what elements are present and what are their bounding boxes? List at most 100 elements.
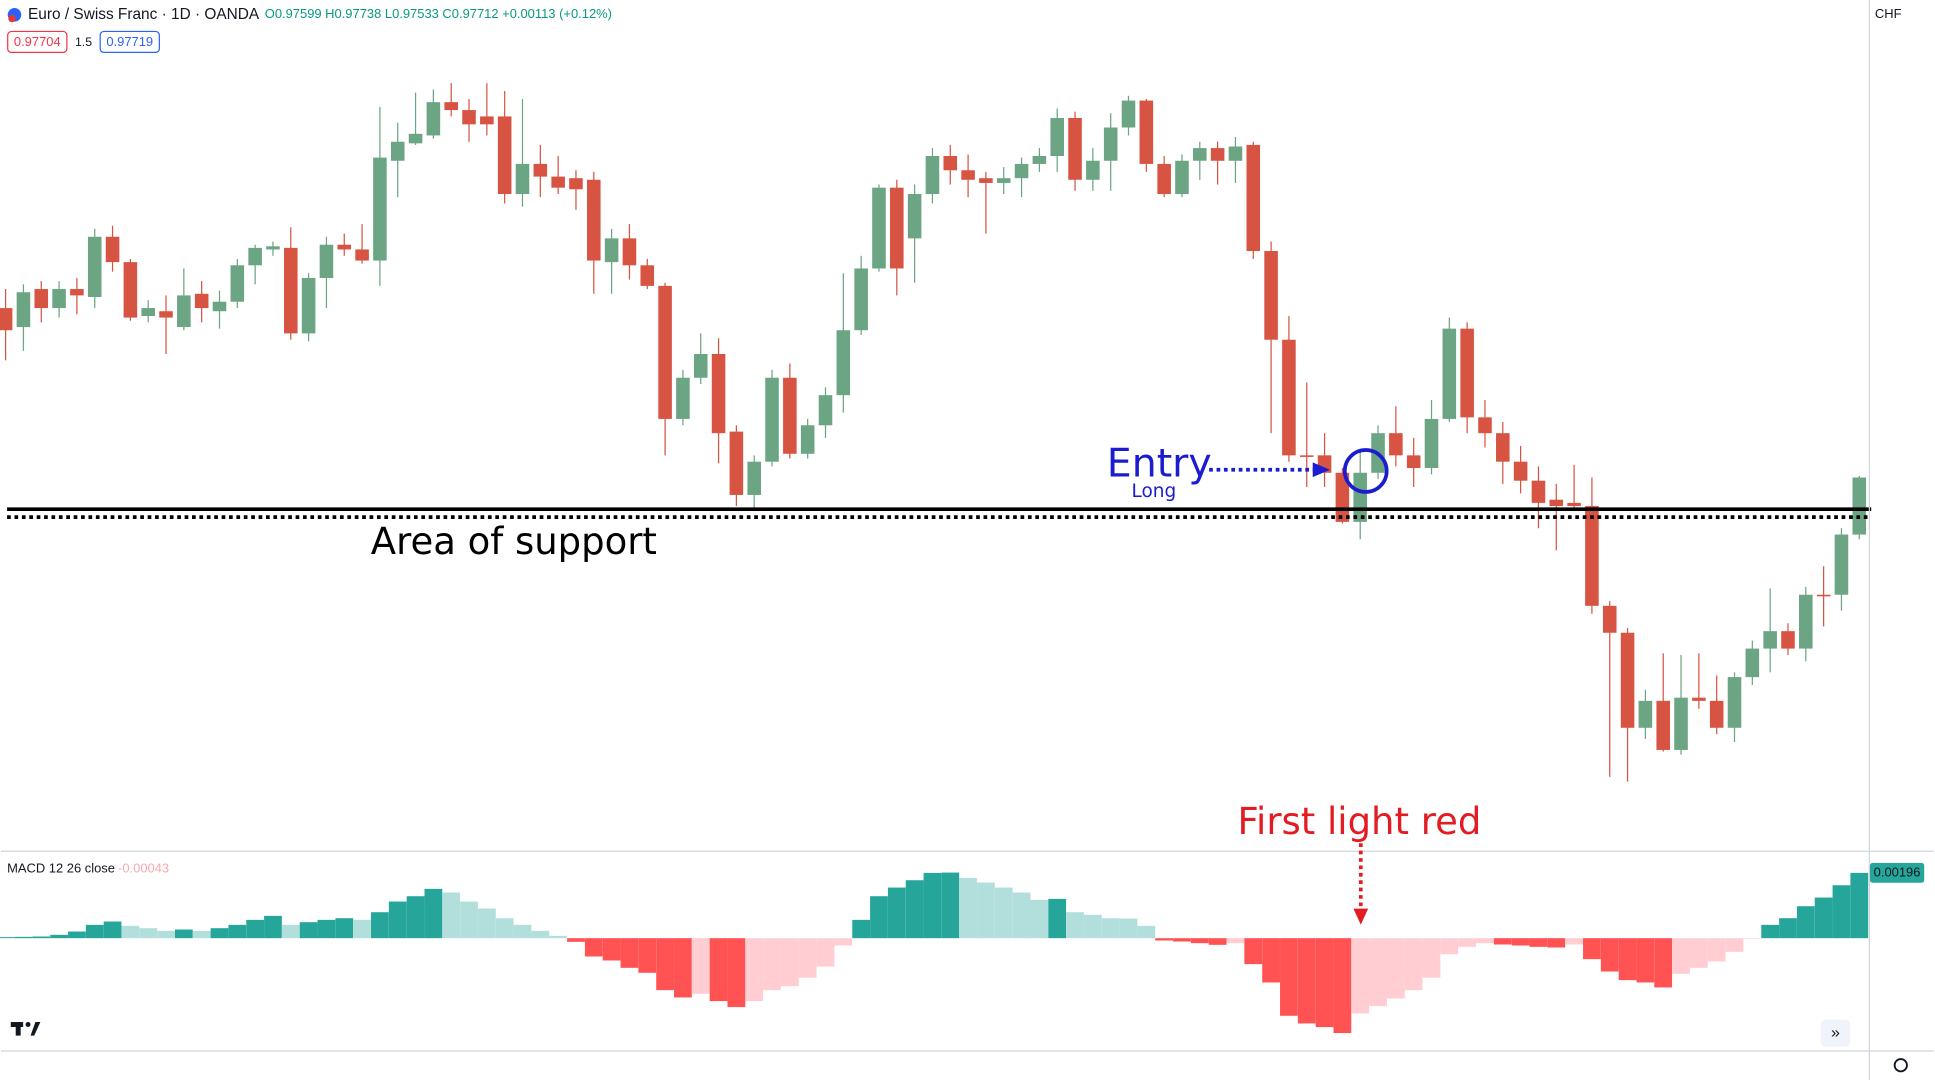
candle-body [177,295,191,328]
macd-bar [1404,938,1423,991]
first-light-red-arrow-head [1353,908,1369,925]
candle-body [1781,631,1795,649]
macd-bar [442,892,461,939]
support-label: Area of support [371,520,657,563]
candle-body [1068,117,1082,180]
candle-body [462,110,476,125]
candle-body [1353,472,1367,522]
candle-body [1193,148,1207,161]
macd-bar [887,887,906,939]
macd-bar [281,924,300,939]
candle-body [872,187,886,269]
candle-body [1620,632,1635,728]
macd-bar [1796,906,1815,939]
macd-bar [567,938,585,942]
macd-bar [68,931,86,939]
ohlc-legend: O0.97599 H0.97738 L0.97533 C0.97712 +0.0… [265,6,612,21]
macd-bar [371,912,389,939]
macd-bar [1351,938,1370,1014]
macd-bar [1297,938,1316,1024]
indicator-title: MACD 12 26 close [7,861,115,876]
candle-body [979,178,993,183]
macd-bar [1155,938,1174,941]
candle-body [1531,480,1546,503]
macd-bar [317,919,336,939]
settings-button[interactable] [1893,1058,1908,1073]
candle-body [854,268,868,331]
candle-body [907,194,922,239]
macd-bar [602,938,621,961]
candle-body [800,425,815,454]
symbol-icon-flag [8,14,16,23]
candle-body [1424,418,1439,469]
entry-label: Entry [1107,441,1212,487]
candle-body [337,244,352,250]
candle-body [266,246,280,250]
macd-bar [424,888,443,939]
candle-body [604,238,619,263]
tv-logo [10,1022,41,1036]
candle-body [1121,100,1136,128]
candle-body [533,163,548,177]
macd-bar [977,882,995,939]
macd-bar [1315,938,1334,1028]
macd-bar [549,935,568,939]
macd-bar [192,930,211,939]
candle-body [622,238,637,266]
candle-body [301,277,316,334]
scroll-to-latest-button[interactable] [1820,1019,1851,1047]
last-value-box [1869,863,1925,883]
macd-bar [139,928,158,939]
macd-bar [1030,899,1049,939]
macd-bar [584,938,603,957]
candle-body [1406,455,1421,469]
candle-body [1389,433,1403,456]
macd-bar [763,938,781,991]
candle-body [1086,160,1100,180]
macd-bar [1226,938,1245,944]
candle-body [676,377,690,419]
macd-bar [923,872,942,939]
candle-body [1656,700,1670,750]
candle-body [230,265,245,302]
candle-body [818,395,833,426]
buy-price: 0.97719 [106,34,153,49]
buy-box[interactable] [99,30,160,54]
macd-bar [905,880,924,939]
candle-body [319,244,334,278]
macd-bar [495,918,514,939]
candle-body [123,262,138,318]
candle-body [1585,506,1599,606]
candle-body [0,308,13,331]
candle-body [1210,148,1225,161]
candle-body [105,236,120,263]
macd-bar [1725,938,1744,952]
macd-bar [1850,872,1869,939]
macd-bar [780,938,799,987]
macd-bar [1422,938,1441,978]
macd-bar [1529,938,1548,947]
macd-bar [834,938,853,946]
candle-body [1139,100,1154,164]
indicator-value: -0.00043 [118,861,169,876]
macd-bar [228,924,247,939]
macd-bar [1511,938,1530,946]
candle-body [1763,631,1777,649]
macd-bar [299,922,318,939]
entry-arrow-head [1312,462,1330,478]
sell-box[interactable] [7,30,68,54]
candle-body [1638,700,1653,728]
macd-bar [1476,938,1494,944]
macd-bar [1440,938,1459,955]
candle-body [587,179,601,261]
macd-bar [531,930,550,939]
candle-body [1567,502,1581,507]
candle-body [1282,339,1296,456]
macd-bar [1012,892,1031,939]
macd-bar [353,919,371,939]
sell-price: 0.97704 [14,34,61,49]
candle-body [1103,127,1118,161]
macd-bar [1707,938,1726,962]
candle-body [515,163,530,195]
candle-body [194,293,209,309]
